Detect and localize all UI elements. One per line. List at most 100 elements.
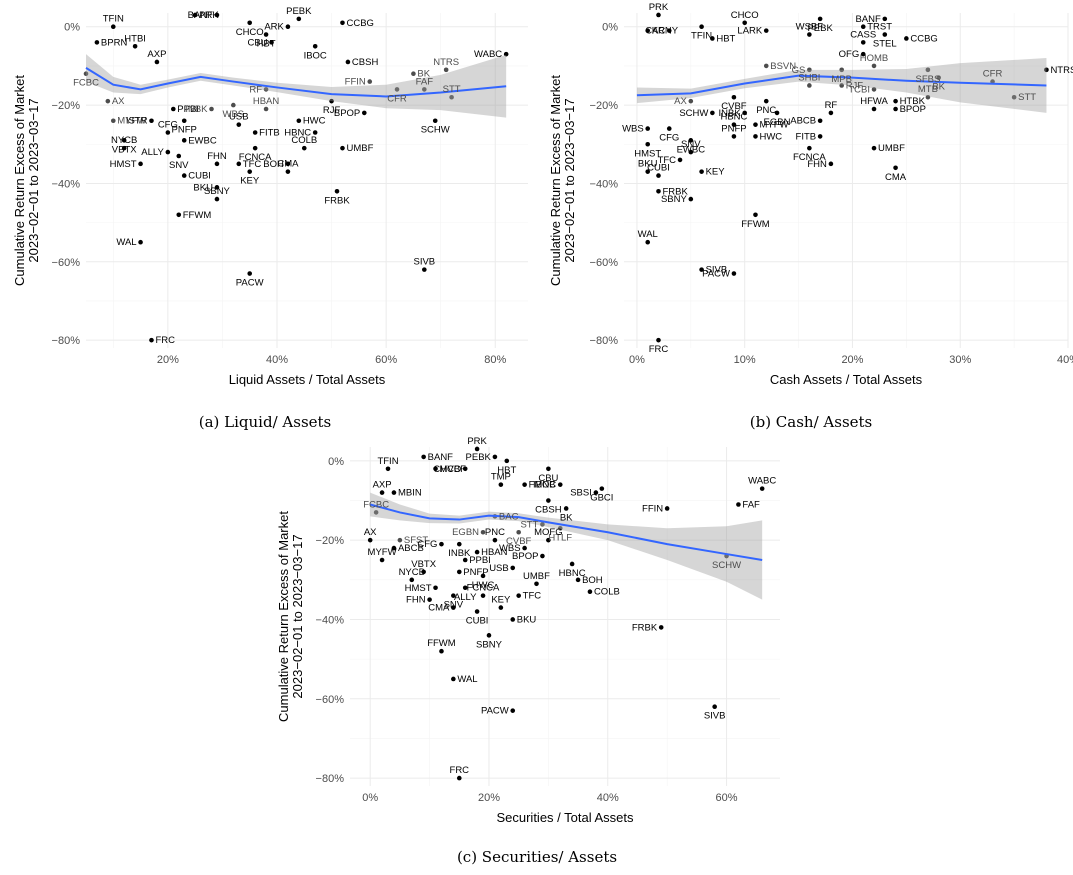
y-axis-title-line: Cumulative Return Excess of Market [276,511,291,722]
data-point-pnc [492,537,498,543]
point-label: KRNY [652,26,679,37]
chart-panel-1: 20% 40% 60% 80% 0% −20% −40% −60% −80% TFIN PRKBAN… [12,6,528,431]
point-label: MYFW [759,120,788,131]
point-label: PNFP [721,123,746,134]
data-point-fcbc [83,71,89,77]
data-point-hmst [138,161,143,167]
data-point-cac [666,28,672,33]
data-point-wal [451,676,456,682]
data-point-ally [462,585,468,591]
data-point-key [498,605,504,610]
data-point-wal [645,239,651,245]
data-point-sbsi [593,490,599,495]
point-label: EGBN [452,527,479,538]
point-label: AXP [147,49,166,60]
point-label: HBT [716,33,735,44]
point-label: BK [417,69,430,80]
point-label: SNV [444,600,464,611]
point-label: HWC [303,116,326,127]
data-point-fcnca [252,145,258,151]
data-point-homb [871,63,877,69]
data-point-stt [540,522,545,527]
point-label: CHCO [433,464,461,475]
point-label: CMA [277,159,299,170]
point-label: MYFW [117,116,146,127]
data-point-hmst [645,141,651,147]
y-tick-label: −60% [52,257,81,269]
point-label: HWC [759,131,782,142]
data-point-tfc [236,161,242,167]
point-label: FHN [207,151,227,162]
point-label: UMBF [346,143,373,154]
data-point-snv [176,153,182,159]
point-label: MVBF [440,464,467,475]
point-label: HBNC [559,568,586,579]
point-label: PNC [756,105,776,116]
data-point-key [247,169,253,174]
point-label: ALLY [454,592,477,603]
point-label: HBT [497,465,516,476]
plot-area [86,13,528,348]
data-point-nycb [409,577,415,583]
data-point-prk [656,12,661,18]
data-point-tfin [699,24,704,30]
point-label: ARK [264,22,284,33]
point-label: EGBN [764,117,791,128]
data-point-ffwm [439,648,444,654]
point-label: WAL [116,237,136,248]
data-point-ofg [860,51,866,57]
point-label: VBTX [112,144,137,155]
point-label: BK [932,82,945,93]
data-point-ffin [664,506,670,511]
data-point-cubi [181,173,187,178]
point-label: PRK [467,436,487,447]
point-label: FMNB [529,480,556,491]
point-label: HWC [472,580,495,591]
point-label: PRK [199,10,219,21]
point-label: AXP [373,480,392,491]
data-point-sbny [486,633,492,638]
y-tick-label: −60% [590,257,619,269]
data-point-ewbc [688,138,694,143]
data-point-abcb [391,545,397,551]
data-point-ally [165,149,171,155]
data-point-tfc [516,593,521,598]
point-label: HBNC [720,112,747,123]
point-label: PNFP [172,125,197,136]
point-label: FFIN [642,503,663,514]
point-label: ISTR [126,116,148,127]
point-label: FRC [155,335,175,346]
point-label: CBU [538,473,558,484]
point-label: CBSH [352,57,379,68]
point-label: HBAN [253,96,280,107]
data-point-axp [154,59,160,65]
data-point-colb [587,589,593,595]
point-label: CAC [645,26,665,37]
point-label: STT [520,519,538,530]
data-point-cfr [990,79,995,84]
point-label: SFBS [915,74,940,85]
data-point-faf [736,502,741,507]
smoother-line [85,67,507,98]
x-tick-label: 0% [362,792,378,804]
data-point-cfg [439,541,444,547]
point-label: BK [560,512,573,523]
point-label: BPRN [101,37,128,48]
data-point-ppbi [171,106,176,112]
data-point-htbi [132,44,138,49]
data-point-fcbc [373,510,379,515]
data-point-pacw [247,271,253,276]
point-label: AX [674,96,687,107]
point-label: HFWA [860,96,888,107]
point-label: ABCB [398,543,424,554]
point-label: SNV [169,160,189,171]
x-tick-label: 40% [266,354,288,366]
confidence-band [86,54,507,118]
point-label: TFC [523,591,542,602]
point-label: KEY [240,176,260,187]
data-point-ewbc [181,138,187,143]
point-label: GS [792,65,806,76]
panel-caption: (b) Cash/ Assets [750,413,873,431]
data-point-pebk [492,454,498,460]
point-label: BANF [855,14,881,25]
